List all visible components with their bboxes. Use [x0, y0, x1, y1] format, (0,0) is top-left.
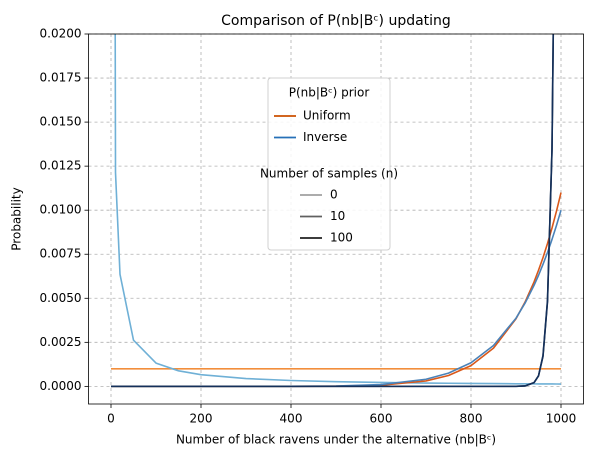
- legend-label: 10: [330, 209, 345, 223]
- x-tick-label: 600: [370, 412, 393, 426]
- line-layer: [111, 34, 562, 388]
- legend-title: Number of samples (n): [260, 167, 398, 181]
- y-axis-label: Probability: [10, 187, 24, 250]
- y-tick-label: 0.0050: [40, 291, 82, 305]
- plot-frame: [88, 33, 584, 405]
- x-tick-label: 400: [280, 412, 303, 426]
- legend-title: P(nb|Bᶜ) prior: [289, 86, 370, 100]
- y-tick-label: 0.0175: [40, 71, 82, 85]
- legend-layer: P(nb|Bᶜ) prior Uniform Inverse Number of sa…: [260, 86, 398, 245]
- y-tick-label: 0.0000: [40, 379, 82, 393]
- x-tick-label: 200: [190, 412, 213, 426]
- x-tick-label: 0: [107, 412, 115, 426]
- y-tick-label: 0.0150: [40, 115, 82, 129]
- legend-box: [267, 77, 391, 251]
- legend-label: 0: [330, 188, 338, 202]
- chart-title: Comparison of P(nb|Bᶜ) updating: [221, 13, 451, 29]
- series-line: [111, 34, 555, 388]
- y-tick-label: 0.0100: [40, 203, 82, 217]
- axis-layer: 0 200 400 600 800 10000.00000.00250.00500.007…: [40, 27, 577, 426]
- legend-label: Uniform: [303, 109, 351, 123]
- x-tick-label: 800: [460, 412, 483, 426]
- legend-label: Inverse: [303, 130, 347, 144]
- x-tick-label: 1000: [546, 412, 577, 426]
- y-tick-label: 0.0075: [40, 247, 82, 261]
- y-tick-label: 0.0025: [40, 335, 82, 349]
- x-axis-label: Number of black ravens under the alterna…: [176, 433, 496, 447]
- y-tick-label: 0.0125: [40, 159, 82, 173]
- y-tick-label: 0.0200: [40, 27, 82, 41]
- legend-label: 100: [330, 231, 353, 245]
- series-line: [114, 34, 562, 385]
